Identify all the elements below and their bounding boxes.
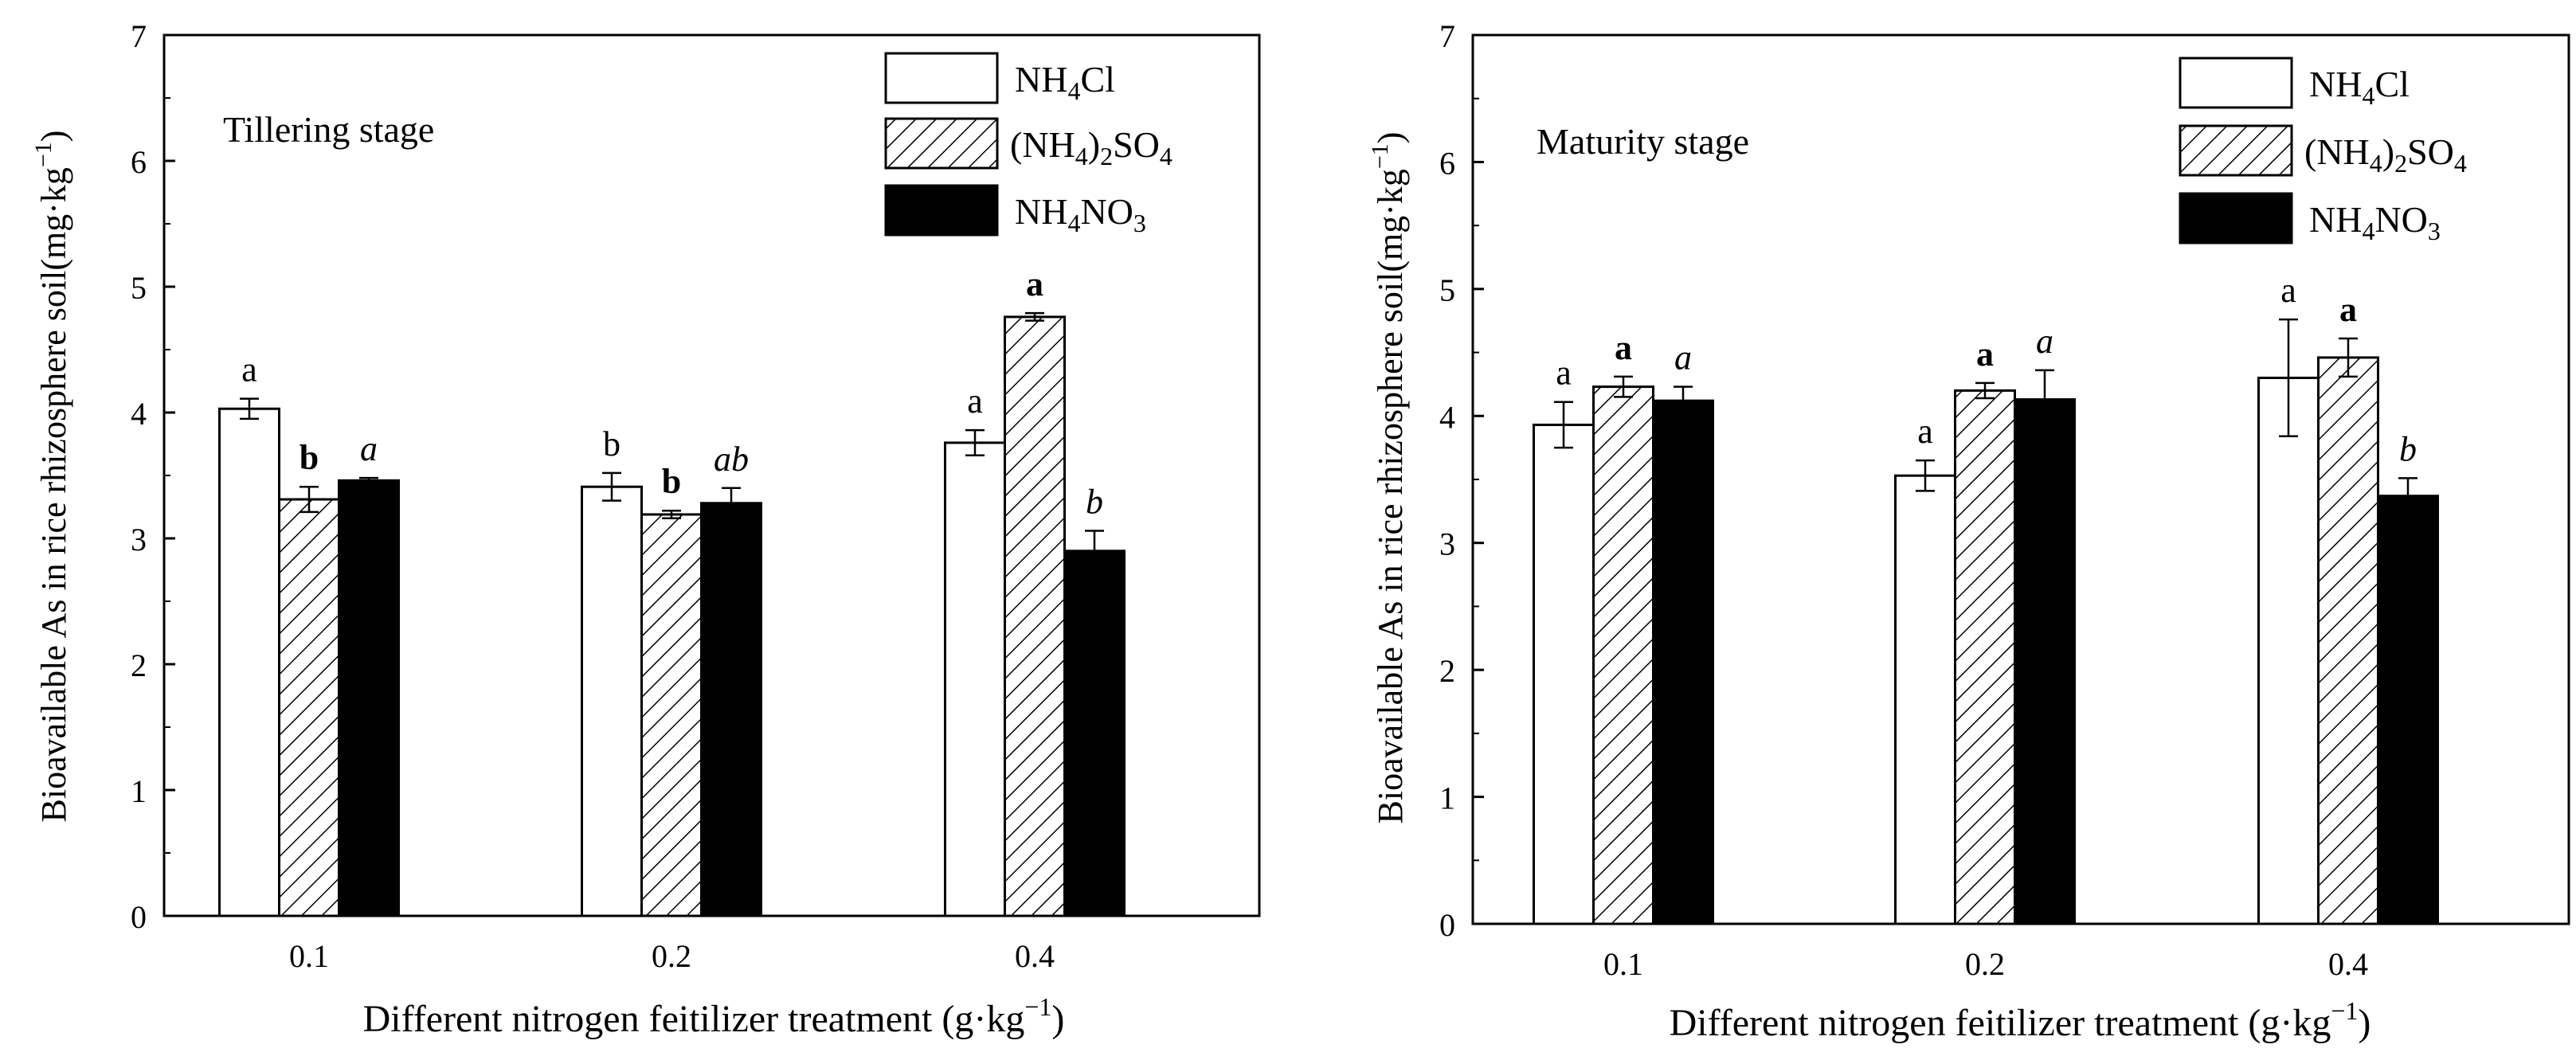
significance-letter: a bbox=[241, 350, 257, 389]
panel-label-tillering: Tillering stage bbox=[223, 109, 434, 150]
bar bbox=[2014, 398, 2076, 925]
significance-letter: a bbox=[1615, 328, 1632, 367]
significance-letter: a bbox=[1026, 264, 1043, 303]
bar bbox=[1894, 474, 1956, 925]
bar bbox=[944, 441, 1006, 917]
legend-swatch-nh4cl bbox=[2179, 57, 2293, 109]
y-tick-label: 1 bbox=[131, 773, 147, 809]
y-tick-label: 5 bbox=[1439, 272, 1455, 308]
legend-label-nh4cl: NH4Cl bbox=[1015, 59, 1115, 105]
y-axis-label-2: Bioavailable As in rice rhizosphere soil… bbox=[1367, 132, 1410, 824]
significance-letter: b bbox=[2399, 429, 2417, 468]
significance-letter: b bbox=[299, 438, 319, 477]
bar bbox=[1592, 385, 1654, 925]
y-tick-label: 0 bbox=[1439, 907, 1455, 943]
significance-letter: a bbox=[2280, 271, 2296, 310]
significance-letter: a bbox=[1976, 334, 1994, 374]
y-tick-label: 7 bbox=[131, 18, 147, 54]
x-axis-label-2: Different nitrogen feitilizer treatment … bbox=[1670, 996, 2371, 1044]
significance-letter: a bbox=[1556, 354, 1572, 393]
x-tick-label: 0.4 bbox=[1015, 938, 1055, 974]
significance-letter: ab bbox=[714, 440, 749, 479]
bar bbox=[1533, 423, 1595, 925]
bar bbox=[1063, 550, 1126, 917]
y-tick-label: 2 bbox=[1439, 653, 1455, 689]
legend-label-nh4no3: NH4NO3 bbox=[1015, 191, 1146, 237]
legend-1: NH4Cl (NH4)2SO4 NH4NO3 bbox=[884, 52, 1173, 237]
x-tick-label: 0.2 bbox=[1965, 946, 2005, 982]
y-tick-label: 3 bbox=[131, 522, 147, 557]
legend-swatch-nh42so4 bbox=[884, 117, 999, 170]
bar bbox=[1004, 315, 1066, 917]
plot-area-2: 0 1 2 3 4 5 6 7 0.1 0.2 0.4 a a a a a a a a b bbox=[1439, 18, 2570, 982]
y-tick-label: 4 bbox=[131, 396, 147, 432]
y-tick-label: 3 bbox=[1439, 526, 1455, 562]
panel-label-maturity: Maturity stage bbox=[1537, 121, 1749, 162]
legend-swatch-nh42so4 bbox=[2179, 124, 2293, 177]
x-tick-label: 0.1 bbox=[1603, 946, 1643, 982]
legend-label-nh4cl: NH4Cl bbox=[2309, 64, 2410, 110]
legend-label-nh42so4: (NH4)2SO4 bbox=[2304, 131, 2467, 178]
significance-letter: a bbox=[2036, 322, 2053, 361]
x-tick-label: 0.4 bbox=[2328, 946, 2368, 982]
bar bbox=[1652, 399, 1714, 925]
bar bbox=[1954, 389, 2016, 925]
y-tick-label: 5 bbox=[131, 270, 147, 306]
y-axis-label-1: Bioavailable As in rice rhizosphere soil… bbox=[30, 131, 73, 823]
significance-letter: b bbox=[603, 424, 621, 464]
y-tick-label: 4 bbox=[1439, 399, 1455, 435]
legend-swatch-nh4no3 bbox=[884, 184, 999, 237]
significance-letter: a bbox=[2339, 290, 2357, 329]
y-tick-label: 6 bbox=[131, 144, 147, 180]
legend-label-nh4no3: NH4NO3 bbox=[2309, 199, 2441, 245]
legend-swatch-nh4cl bbox=[884, 52, 999, 104]
panel-maturity: 0 1 2 3 4 5 6 7 0.1 0.2 0.4 a a a a a a a a b Maturity stag… bbox=[1367, 18, 2570, 1044]
bar bbox=[640, 513, 703, 917]
legend-2: NH4Cl (NH4)2SO4 NH4NO3 bbox=[2179, 57, 2467, 245]
x-axis-label-1: Different nitrogen feitilizer treatment … bbox=[363, 992, 1065, 1040]
x-tick-label: 0.1 bbox=[289, 938, 329, 974]
bar bbox=[218, 407, 280, 917]
legend-label-nh42so4: (NH4)2SO4 bbox=[1010, 124, 1173, 170]
y-tick-label: 2 bbox=[131, 647, 147, 683]
bar bbox=[2377, 495, 2439, 925]
significance-letter: a bbox=[360, 429, 378, 468]
y-tick-label: 6 bbox=[1439, 145, 1455, 181]
bar bbox=[338, 479, 400, 917]
y-tick-label: 0 bbox=[131, 899, 147, 935]
y-tick-label: 7 bbox=[1439, 18, 1455, 54]
significance-letter: a bbox=[1674, 338, 1692, 377]
legend-swatch-nh4no3 bbox=[2179, 192, 2293, 244]
y-tick-label: 1 bbox=[1439, 780, 1455, 816]
bar bbox=[278, 498, 340, 917]
bar bbox=[700, 502, 762, 917]
x-tick-label: 0.2 bbox=[652, 938, 691, 974]
significance-letter: b bbox=[662, 462, 681, 501]
significance-letter: b bbox=[1086, 483, 1103, 522]
significance-letter: a bbox=[967, 381, 983, 421]
bar bbox=[2317, 356, 2379, 925]
bar bbox=[2257, 376, 2320, 925]
bar bbox=[581, 485, 643, 917]
significance-letter: a bbox=[1917, 412, 1933, 451]
